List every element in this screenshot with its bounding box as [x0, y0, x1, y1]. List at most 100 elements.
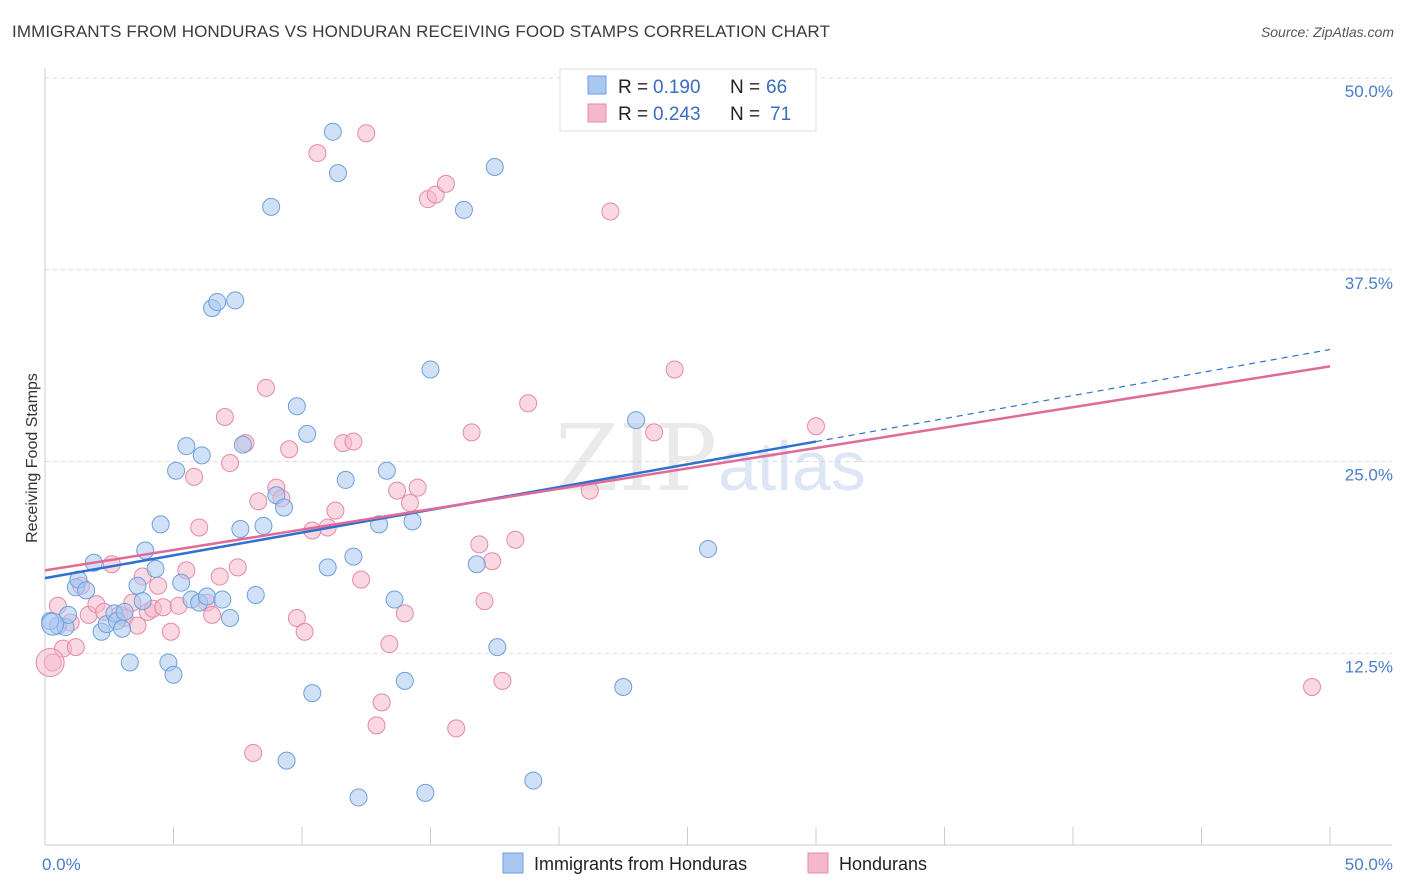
source-label: Source: ZipAtlas.com — [1260, 24, 1394, 40]
point-hondurans-18 — [154, 598, 173, 617]
point-hondurans-57 — [447, 719, 466, 738]
point-honduras-immigrants-47 — [336, 470, 355, 489]
legend-n-value-1: 66 — [766, 77, 787, 98]
point-honduras-immigrants-56 — [421, 360, 440, 379]
point-honduras-immigrants-15 — [133, 592, 152, 611]
legend-swatch-honduras-immigrants — [587, 75, 607, 95]
point-honduras-immigrants-5 — [77, 581, 96, 600]
point-hondurans-67 — [645, 423, 664, 442]
point-hondurans-47 — [367, 716, 386, 735]
point-honduras-immigrants-35 — [246, 585, 265, 604]
point-hondurans-64 — [519, 394, 538, 413]
point-honduras-immigrants-33 — [231, 519, 250, 538]
legend-top: R = 0.190 N = 66 R = 0.243 N = 71 — [559, 68, 817, 132]
point-honduras-immigrants-20 — [164, 665, 183, 684]
point-honduras-immigrants-59 — [485, 157, 504, 176]
watermark-atlas: atlas — [718, 427, 866, 505]
point-hondurans-59 — [470, 535, 489, 554]
chart-title: IMMIGRANTS FROM HONDURAS VS HONDURAN REC… — [12, 22, 830, 41]
point-honduras-immigrants-31 — [221, 608, 240, 627]
point-honduras-immigrants-46 — [328, 164, 347, 183]
point-hondurans-70 — [1303, 677, 1322, 696]
point-hondurans-23 — [190, 518, 209, 537]
point-honduras-immigrants-11 — [113, 619, 132, 638]
point-honduras-immigrants-18 — [151, 515, 170, 534]
point-honduras-immigrants-39 — [275, 498, 294, 517]
point-hondurans-44 — [344, 432, 363, 451]
point-hondurans-49 — [380, 635, 399, 654]
point-honduras-immigrants-32 — [226, 291, 245, 310]
x-tick-label-0: 0.0% — [42, 855, 81, 874]
point-hondurans-66 — [601, 202, 620, 221]
point-honduras-immigrants-43 — [303, 684, 322, 703]
point-hondurans-42 — [326, 501, 345, 520]
point-hondurans-26 — [210, 567, 229, 586]
point-hondurans-63 — [506, 530, 525, 549]
y-tick-label-1: 25.0% — [1345, 466, 1393, 485]
point-hondurans-31 — [244, 743, 263, 762]
point-hondurans-29 — [228, 558, 247, 577]
point-hondurans-37 — [287, 608, 306, 627]
point-honduras-immigrants-21 — [167, 461, 186, 480]
point-honduras-immigrants-61 — [524, 771, 543, 790]
point-hondurans-62 — [493, 671, 512, 690]
legend-n-label-2: N = — [730, 104, 760, 125]
point-hondurans-32 — [249, 492, 268, 511]
point-hondurans-48 — [372, 693, 391, 712]
legend-n-label-1: N = — [730, 77, 760, 98]
point-hondurans-27 — [215, 408, 234, 427]
point-hondurans-33 — [257, 378, 276, 397]
point-hondurans-58 — [462, 423, 481, 442]
point-honduras-immigrants-64 — [699, 539, 718, 558]
legend-r-value-1: 0.190 — [653, 77, 701, 98]
point-hondurans-38 — [295, 622, 314, 641]
point-honduras-immigrants-22 — [172, 573, 191, 592]
legend-r-label-1: R = — [618, 77, 648, 98]
legend-n-value-2: 71 — [770, 104, 791, 125]
point-honduras-immigrants-45 — [323, 122, 342, 141]
y-tick-label-2: 37.5% — [1345, 274, 1393, 293]
point-honduras-immigrants-53 — [395, 671, 414, 690]
point-honduras-immigrants-42 — [298, 424, 317, 443]
point-honduras-immigrants-48 — [344, 547, 363, 566]
watermark: ZIP atlas — [555, 405, 866, 512]
point-honduras-immigrants-cluster — [41, 612, 65, 636]
axes — [44, 68, 1392, 846]
point-hondurans-25 — [203, 605, 222, 624]
trend-lines — [44, 348, 1331, 580]
point-honduras-immigrants-23 — [177, 437, 196, 456]
point-hondurans-17 — [149, 576, 168, 595]
tick-labels: 12.5% 25.0% 37.5% 50.0% 0.0% 50.0% — [42, 82, 1393, 874]
point-hondurans-36 — [280, 440, 299, 459]
point-hondurans-52 — [400, 493, 419, 512]
point-honduras-immigrants-63 — [627, 411, 646, 430]
point-hondurans-56 — [436, 174, 455, 193]
point-honduras-immigrants-30 — [213, 590, 232, 609]
point-hondurans-50 — [388, 481, 407, 500]
legend-bottom: Immigrants from Honduras Hondurans — [502, 852, 927, 874]
point-honduras-immigrants-55 — [416, 783, 435, 802]
point-honduras-immigrants-29 — [208, 292, 227, 311]
point-honduras-immigrants-57 — [454, 200, 473, 219]
point-hondurans-60 — [475, 592, 494, 611]
point-hondurans-28 — [221, 454, 240, 473]
point-honduras-immigrants-26 — [192, 446, 211, 465]
point-hondurans-4 — [66, 638, 85, 657]
y-tick-label-3: 50.0% — [1345, 82, 1393, 101]
point-honduras-immigrants-40 — [277, 751, 296, 770]
point-hondurans-61 — [483, 552, 502, 571]
point-honduras-immigrants-27 — [197, 587, 216, 606]
trend-line-honduras-immigrants-extension — [815, 348, 1331, 443]
legend-r-value-2: 0.243 — [653, 104, 701, 125]
point-honduras-immigrants-34 — [233, 435, 252, 454]
legend-r-label-2: R = — [618, 104, 648, 125]
point-honduras-immigrants-37 — [262, 197, 281, 216]
bottom-legend-label-2: Hondurans — [839, 854, 927, 874]
point-honduras-immigrants-12 — [115, 602, 134, 621]
point-honduras-immigrants-36 — [254, 516, 273, 535]
bottom-legend-swatch-honduras-immigrants — [502, 852, 524, 874]
point-hondurans-19 — [161, 622, 180, 641]
point-honduras-immigrants-2 — [59, 605, 78, 624]
point-hondurans-46 — [357, 124, 376, 143]
